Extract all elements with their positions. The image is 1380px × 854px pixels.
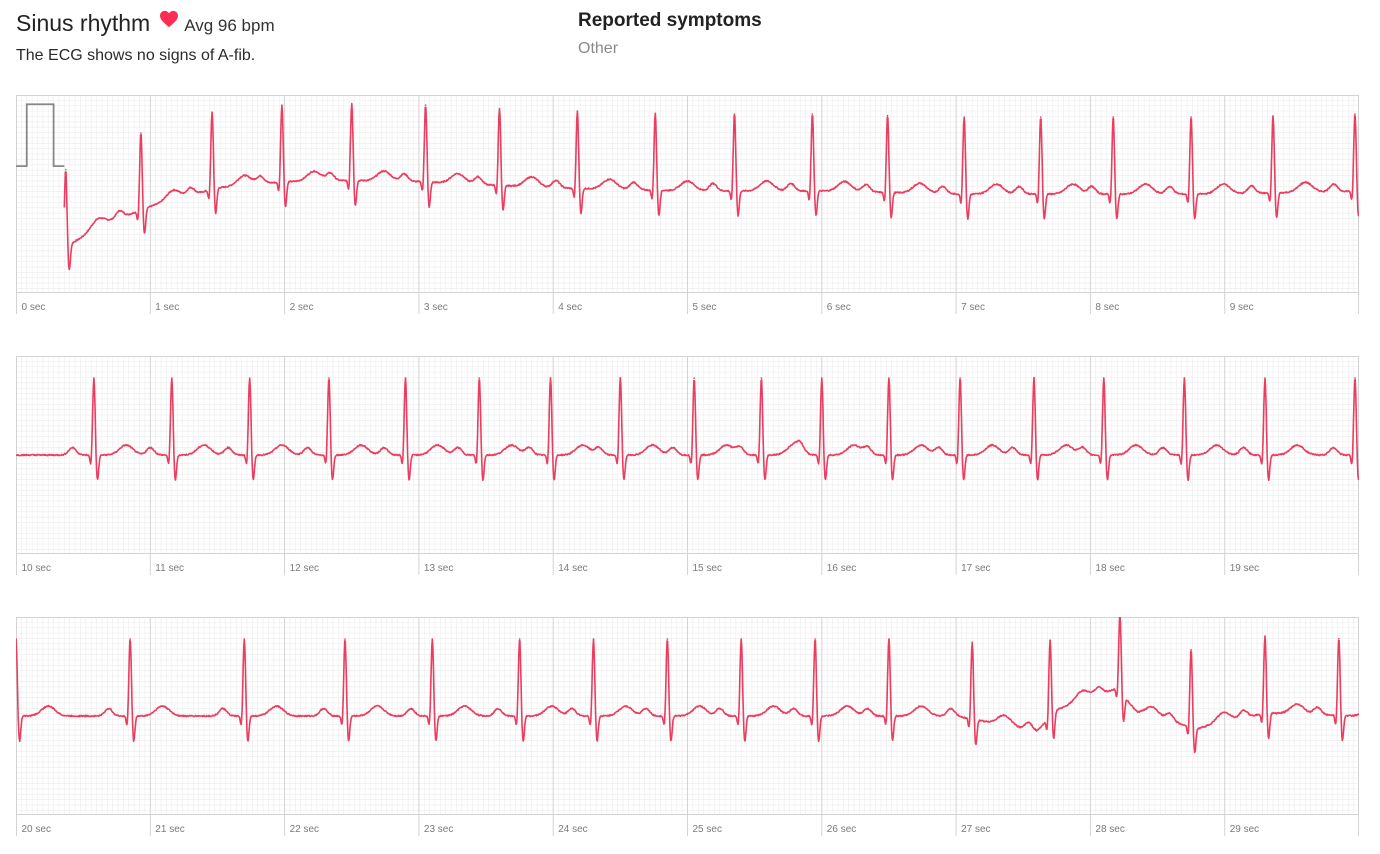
r-peak-point bbox=[1112, 116, 1114, 118]
r-peak-point bbox=[344, 638, 346, 640]
r-peak-point bbox=[1190, 116, 1192, 118]
r-peak-point bbox=[888, 377, 890, 379]
r-peak-point bbox=[740, 638, 742, 640]
time-tick-label: 20 sec bbox=[22, 824, 51, 835]
r-peak-point bbox=[959, 377, 961, 379]
time-tick-label: 17 sec bbox=[961, 563, 990, 574]
r-peak-point bbox=[64, 168, 67, 171]
r-peak-point bbox=[1354, 377, 1356, 379]
r-peak-point bbox=[211, 111, 213, 114]
r-peak-point bbox=[1049, 639, 1051, 641]
r-peak-point bbox=[760, 377, 763, 379]
summary-header: Sinus rhythm Avg 96 bpm The ECG shows no… bbox=[16, 10, 1356, 80]
time-tick-label: 8 sec bbox=[1095, 302, 1119, 313]
r-peak-point bbox=[971, 641, 973, 643]
r-peak-point bbox=[693, 377, 695, 379]
r-peak-point bbox=[328, 377, 330, 379]
ecg-trace bbox=[16, 376, 1359, 482]
r-peak-point bbox=[1033, 377, 1035, 379]
r-peak-point bbox=[886, 114, 889, 117]
r-peak-point bbox=[1264, 377, 1266, 379]
time-tick-label: 13 sec bbox=[424, 563, 453, 574]
r-peak-point bbox=[1190, 649, 1192, 651]
time-tick-label: 6 sec bbox=[827, 302, 851, 313]
ecg-trace bbox=[63, 103, 1359, 271]
r-peak-point bbox=[518, 638, 521, 640]
heart-icon-shape bbox=[160, 10, 179, 28]
time-tick-label: 22 sec bbox=[290, 824, 319, 835]
symptoms-value: Other bbox=[578, 40, 619, 57]
time-tick-label: 4 sec bbox=[558, 302, 582, 313]
r-peak-point bbox=[592, 638, 595, 640]
time-tick-label: 5 sec bbox=[693, 302, 717, 313]
time-tick-label: 16 sec bbox=[827, 563, 856, 574]
rhythm-summary: Sinus rhythm Avg 96 bpm bbox=[16, 10, 275, 37]
time-tick-label: 0 sec bbox=[22, 302, 46, 313]
r-peak-point bbox=[666, 638, 669, 640]
time-tick-label: 24 sec bbox=[558, 824, 587, 835]
r-peak-point bbox=[243, 638, 246, 640]
ecg-strip-2: 10 sec 11 sec 12 sec 13 sec 14 sec 15 sec 16 s… bbox=[16, 356, 1359, 575]
r-peak-point bbox=[549, 377, 552, 379]
r-peak-point bbox=[619, 377, 622, 379]
r-peak-point bbox=[1103, 377, 1105, 379]
time-tick-label: 12 sec bbox=[290, 563, 319, 574]
time-tick-label: 15 sec bbox=[693, 563, 722, 574]
calibration-pulse bbox=[16, 103, 65, 168]
r-peak-point bbox=[1264, 635, 1266, 637]
r-peak-point bbox=[1354, 113, 1356, 115]
r-peak-point bbox=[888, 638, 890, 640]
time-tick-label: 25 sec bbox=[693, 824, 722, 835]
r-peak-point bbox=[733, 113, 736, 115]
r-peak-point bbox=[248, 377, 251, 379]
r-peak-point bbox=[811, 113, 814, 115]
time-tick-label: 28 sec bbox=[1095, 824, 1124, 835]
time-tick-label: 14 sec bbox=[558, 563, 587, 574]
ecg-trace bbox=[16, 617, 1359, 754]
r-peak-point bbox=[654, 112, 657, 115]
r-peak-point bbox=[171, 377, 173, 379]
time-tick-label: 19 sec bbox=[1230, 563, 1259, 574]
classification-description: The ECG shows no signs of A-fib. bbox=[16, 47, 256, 64]
time-tick-label: 2 sec bbox=[290, 302, 314, 313]
r-peak-point bbox=[814, 638, 816, 640]
reported-symptoms: Reported symptoms Other bbox=[578, 10, 762, 58]
r-peak-point bbox=[1338, 637, 1340, 640]
time-tick-label: 18 sec bbox=[1095, 563, 1124, 574]
r-peak-point bbox=[16, 638, 17, 640]
r-peak-point bbox=[576, 110, 579, 113]
time-tick-label: 3 sec bbox=[424, 302, 448, 313]
r-peak-point bbox=[431, 638, 434, 640]
heart-icon bbox=[159, 10, 179, 33]
r-peak-point bbox=[498, 107, 501, 110]
r-peak-point bbox=[424, 104, 427, 106]
ecg-strip-3: 20 sec 21 sec 22 sec 23 sec 24 sec 25 sec 26 s… bbox=[16, 617, 1359, 836]
r-peak-point bbox=[821, 377, 823, 379]
ecg-strip-1: 0 sec 1 sec 2 sec 3 sec 4 sec 5 sec 6 sec 7 sec… bbox=[16, 95, 1359, 314]
time-tick-label: 9 sec bbox=[1230, 302, 1254, 313]
r-peak-point bbox=[1183, 377, 1186, 379]
r-peak-point bbox=[1039, 116, 1042, 118]
r-peak-point bbox=[129, 638, 131, 640]
time-tick-label: 10 sec bbox=[22, 563, 51, 574]
rhythm-title: Sinus rhythm bbox=[16, 10, 151, 36]
time-tick-label: 27 sec bbox=[961, 824, 990, 835]
r-peak-point bbox=[1272, 115, 1274, 117]
symptoms-title: Reported symptoms bbox=[578, 10, 762, 31]
average-heart-rate: Avg 96 bpm bbox=[184, 16, 275, 35]
time-tick-label: 1 sec bbox=[155, 302, 179, 313]
r-peak-point bbox=[93, 377, 95, 379]
r-peak-point bbox=[478, 377, 481, 379]
time-tick-label: 7 sec bbox=[961, 302, 985, 313]
time-tick-label: 11 sec bbox=[155, 563, 184, 574]
r-peak-point bbox=[140, 132, 142, 134]
time-tick-label: 21 sec bbox=[155, 824, 184, 835]
r-peak-point bbox=[963, 116, 965, 118]
time-tick-label: 26 sec bbox=[827, 824, 856, 835]
r-peak-point bbox=[404, 377, 407, 379]
time-tick-label: 29 sec bbox=[1230, 824, 1259, 835]
time-tick-label: 23 sec bbox=[424, 824, 453, 835]
r-peak-point bbox=[351, 102, 353, 105]
r-peak-point bbox=[281, 104, 283, 106]
